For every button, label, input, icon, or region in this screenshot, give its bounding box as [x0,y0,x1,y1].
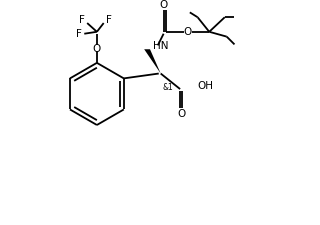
Polygon shape [144,49,161,74]
Text: O: O [93,44,101,54]
Text: O: O [184,27,192,37]
Text: OH: OH [197,81,213,91]
Text: F: F [79,15,85,25]
Text: F: F [106,15,111,25]
Text: O: O [177,109,185,119]
Text: F: F [76,29,82,39]
Text: &1: &1 [163,83,173,92]
Text: O: O [159,0,168,10]
Text: HN: HN [153,41,168,51]
